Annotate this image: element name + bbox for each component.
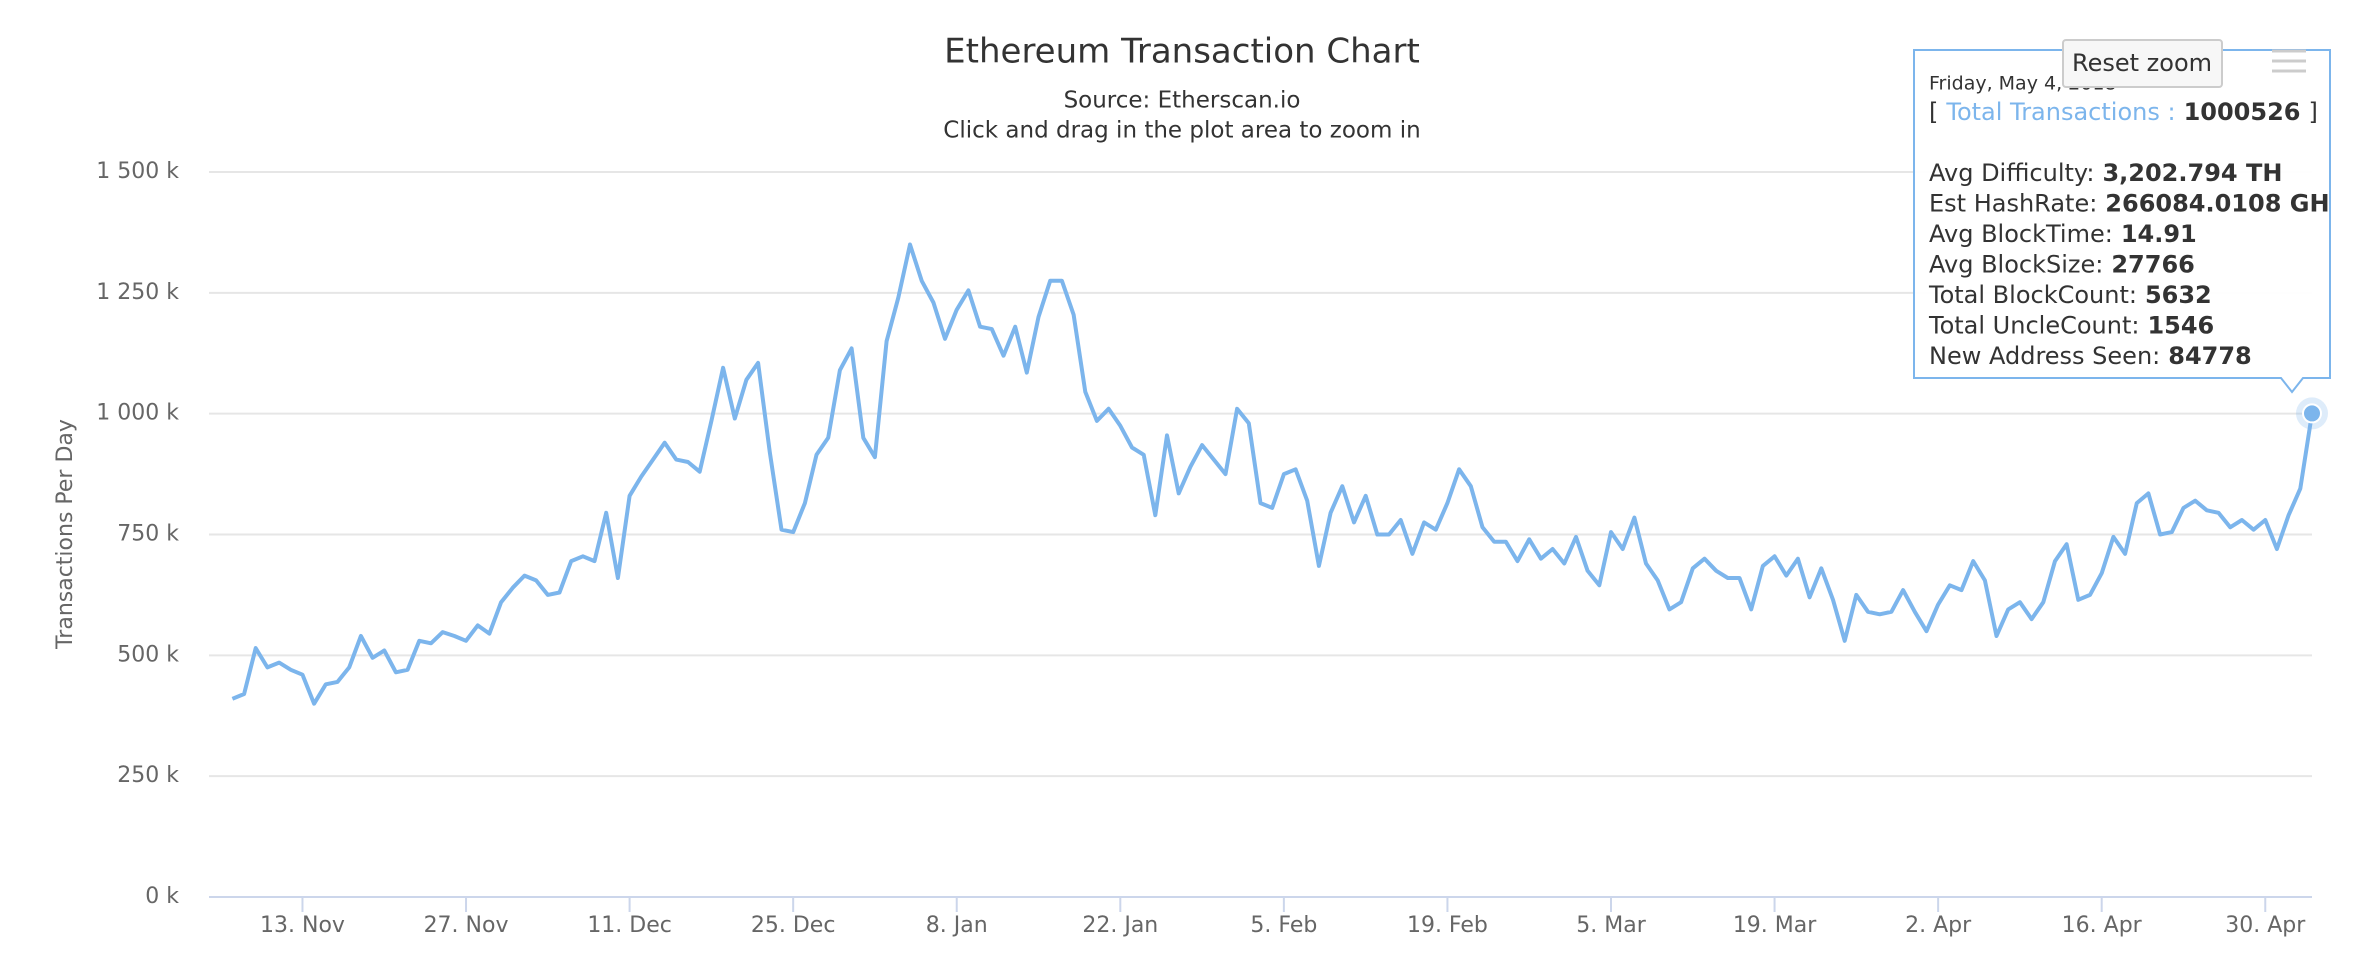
chart-subtitle: Source: Etherscan.io <box>1064 88 1301 114</box>
tooltip-part: Total BlockCount: <box>1928 281 2137 309</box>
x-tick-label: 30. Apr <box>2225 913 2306 938</box>
chart-title: Ethereum Transaction Chart <box>944 32 1420 72</box>
y-tick-label: 1 500 k <box>96 159 179 184</box>
tooltip: Friday, May 4, 2018[Total Transactions :… <box>1913 49 2331 394</box>
x-tick-label: 11. Dec <box>587 913 672 938</box>
tooltip-part: Est HashRate: <box>1929 190 2097 218</box>
x-tick-label: 27. Nov <box>424 913 509 938</box>
y-tick-label: 750 k <box>117 522 179 547</box>
tooltip-part: 14.91 <box>2121 220 2197 248</box>
tooltip-part: 5632 <box>2145 281 2212 309</box>
y-axis-label: Transactions Per Day <box>53 419 78 650</box>
series-line <box>231 242 2314 706</box>
y-tick-label: 1 000 k <box>96 401 179 426</box>
tooltip-part: New Address Seen: <box>1929 342 2160 370</box>
x-tick-label: 19. Feb <box>1407 913 1488 938</box>
tooltip-part: Avg Difficulty: <box>1929 159 2094 187</box>
tooltip-part: Total UncleCount: <box>1928 312 2139 340</box>
x-tick-label: 13. Nov <box>260 913 345 938</box>
button-box[interactable] <box>2062 39 2223 88</box>
button-label[interactable]: Reset zoom <box>2072 49 2212 77</box>
y-tick-label: 500 k <box>117 642 179 667</box>
tooltip-row: New Address Seen: 84778 <box>1929 342 2252 370</box>
tooltip-row: Total UncleCount: 1546 <box>1928 312 2214 340</box>
tooltip-part: Avg BlockTime: <box>1929 220 2113 248</box>
tooltip-box <box>1913 49 2331 394</box>
y-tick-label: 250 k <box>117 763 179 788</box>
x-tick-label: 5. Feb <box>1250 913 1317 938</box>
tooltip-row: Avg BlockSize: 27766 <box>1929 251 2195 279</box>
tooltip-part: 1546 <box>2147 312 2214 340</box>
x-tick-label: 22. Jan <box>1082 913 1158 938</box>
hover-point <box>2302 403 2322 424</box>
reset-zoom-button[interactable]: Reset zoom <box>2062 39 2223 88</box>
x-tick-label: 25. Dec <box>751 913 836 938</box>
tooltip-row: Est HashRate: 266084.0108 GH <box>1929 190 2330 218</box>
plot-area[interactable]: 0 k 250 k 500 k 750 k 1 000 k 1 250 k 1 500 k 1… <box>96 159 2328 938</box>
tooltip-part: ] <box>2308 98 2317 126</box>
tooltip-row: Total BlockCount: 5632 <box>1928 281 2212 309</box>
x-tick-label: 8. Jan <box>926 913 988 938</box>
x-tick-label: 5. Mar <box>1576 913 1646 938</box>
chart-subtitle: Click and drag in the plot area to zoom … <box>943 118 1420 144</box>
x-tick-label: 2. Apr <box>1905 913 1972 938</box>
tooltip-part: [ <box>1929 98 1938 126</box>
y-tick-label: 1 250 k <box>96 280 179 305</box>
menu-button[interactable] <box>2272 49 2306 73</box>
tooltip-part: 3,202.794 TH <box>2102 159 2282 187</box>
tooltip-part: 1000526 <box>2184 98 2301 126</box>
tooltip-series: [Total Transactions : 1000526] <box>1929 98 2318 126</box>
x-tick-label: 19. Mar <box>1733 913 1817 938</box>
tooltip-row: Avg Difficulty: 3,202.794 TH <box>1929 159 2282 187</box>
tooltip-part: 266084.0108 GH <box>2105 190 2329 218</box>
x-tick-label: 16. Apr <box>2062 913 2143 938</box>
tooltip-row: Avg BlockTime: 14.91 <box>1929 220 2197 248</box>
tooltip-part: Total Transactions : <box>1945 98 2175 126</box>
tooltip-part: 84778 <box>2168 342 2252 370</box>
tooltip-part: 27766 <box>2111 251 2195 279</box>
tooltip-part: Avg BlockSize: <box>1929 251 2103 279</box>
y-tick-label: 0 k <box>145 884 179 909</box>
